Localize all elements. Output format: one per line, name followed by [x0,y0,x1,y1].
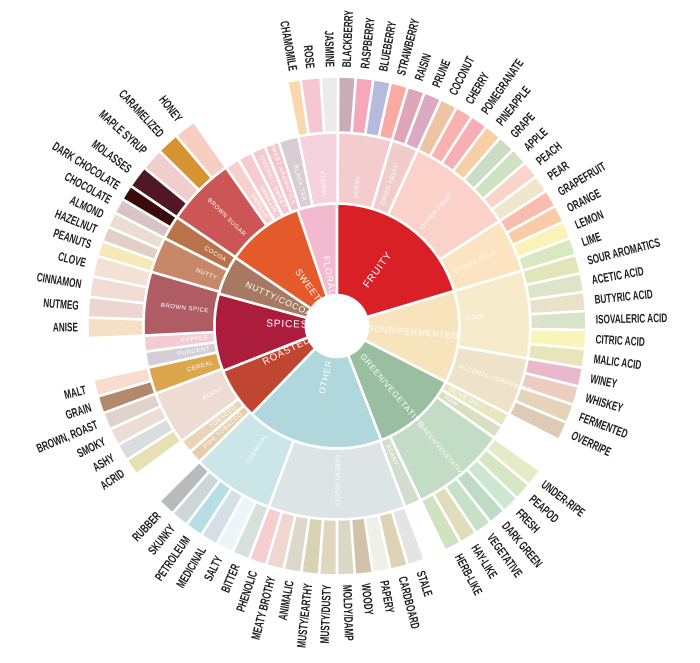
svg-text:ANISE: ANISE [53,320,78,334]
svg-text:WINEY: WINEY [589,372,619,391]
svg-text:MOLDY/DAMP: MOLDY/DAMP [340,585,356,641]
svg-text:PAPERY: PAPERY [377,579,397,614]
svg-text:CLOVE: CLOVE [57,249,88,269]
svg-text:LIME: LIME [580,230,603,250]
svg-text:MUSTY/DUSTY: MUSTY/DUSTY [318,584,334,644]
svg-text:MALT: MALT [63,383,88,402]
svg-text:ROSE: ROSE [301,45,317,70]
svg-text:WOODY: WOODY [359,583,376,617]
svg-text:JASMINE: JASMINE [322,31,337,68]
svg-text:FLORAL: FLORAL [318,171,328,198]
svg-text:BUTYRIC ACID: BUTYRIC ACID [594,287,653,307]
svg-text:BERRY: BERRY [352,175,362,199]
svg-text:RASPBERRY: RASPBERRY [358,17,378,70]
svg-text:CITRIC ACID: CITRIC ACID [595,332,645,349]
svg-text:SOUR: SOUR [465,314,485,322]
svg-text:NUTMEG: NUTMEG [43,296,79,313]
svg-text:SPICES: SPICES [266,318,309,330]
svg-text:BLACKBERRY: BLACKBERRY [340,10,356,68]
svg-text:MUSTY/EARTHY: MUSTY/EARTHY [294,582,315,648]
svg-text:MALIC ACID: MALIC ACID [593,352,642,372]
svg-text:PEPPER: PEPPER [181,334,209,343]
svg-text:PAPERY/MUSTY: PAPERY/MUSTY [333,455,340,507]
svg-text:ISOVALERIC ACID: ISOVALERIC ACID [596,311,668,327]
